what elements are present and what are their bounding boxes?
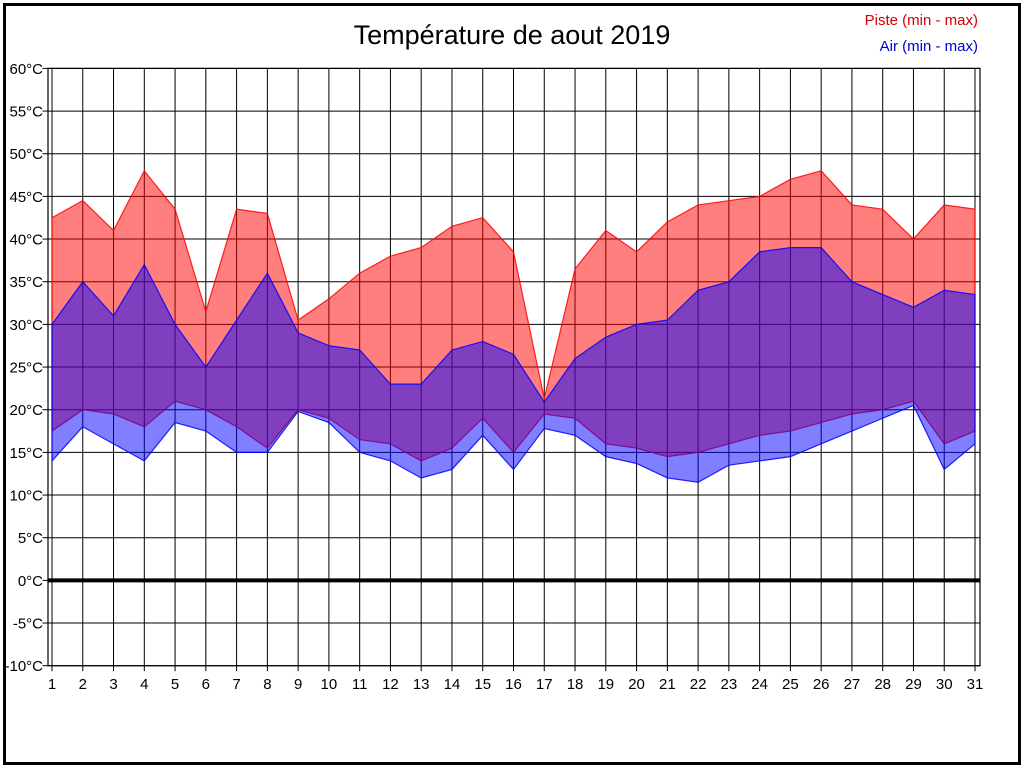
x-tick-label: 19	[597, 676, 614, 693]
x-tick-label: 10	[321, 676, 338, 693]
y-tick-label: 35°C	[9, 274, 43, 291]
y-tick-label: 55°C	[9, 104, 43, 121]
y-tick-label: 25°C	[9, 360, 43, 377]
legend-item-piste: Piste (min - max)	[864, 12, 978, 29]
x-tick-label: 27	[844, 676, 861, 693]
x-tick-label: 23	[721, 676, 738, 693]
x-tick-label: 12	[382, 676, 399, 693]
x-tick-label: 11	[352, 676, 368, 693]
y-tick-label: 50°C	[9, 146, 43, 163]
x-tick-label: 5	[171, 676, 179, 693]
x-tick-label: 13	[413, 676, 430, 693]
legend-item-air: Air (min - max)	[879, 38, 978, 55]
y-tick-label: 60°C	[9, 61, 43, 78]
x-tick-label: 1	[48, 676, 56, 693]
y-tick-label: 45°C	[9, 189, 43, 206]
x-tick-label: 29	[905, 676, 922, 693]
x-tick-label: 26	[813, 676, 830, 693]
x-tick-label: 31	[967, 676, 984, 693]
chart-legend: Piste (min - max) Air (min - max)	[865, 8, 978, 60]
x-tick-label: 20	[628, 676, 645, 693]
x-tick-label: 28	[874, 676, 891, 693]
x-tick-label: 24	[751, 676, 768, 693]
y-tick-label: -5°C	[13, 616, 43, 633]
y-tick-label: 5°C	[18, 530, 43, 547]
x-tick-label: 17	[536, 676, 553, 693]
x-tick-label: 25	[782, 676, 799, 693]
y-tick-label: 0°C	[18, 573, 43, 590]
x-tick-label: 9	[294, 676, 302, 693]
y-tick-label: 30°C	[9, 317, 43, 334]
x-tick-label: 3	[109, 676, 117, 693]
x-tick-label: 18	[567, 676, 584, 693]
x-tick-label: 30	[936, 676, 953, 693]
y-tick-label: -10°C	[4, 658, 43, 675]
x-tick-label: 14	[444, 676, 461, 693]
x-tick-label: 7	[232, 676, 240, 693]
y-tick-label: 10°C	[9, 488, 43, 505]
y-tick-label: 40°C	[9, 232, 43, 249]
x-tick-label: 15	[474, 676, 491, 693]
x-tick-label: 4	[140, 676, 148, 693]
air-minmax-band	[51, 246, 976, 483]
y-tick-label: 20°C	[9, 402, 43, 419]
x-tick-label: 22	[690, 676, 707, 693]
chart-title: Température de aout 2019	[353, 20, 671, 50]
x-tick-label: 16	[505, 676, 522, 693]
x-tick-label: 6	[202, 676, 210, 693]
y-tick-label: 15°C	[9, 445, 43, 462]
x-tick-label: 21	[659, 676, 676, 693]
x-tick-label: 2	[79, 676, 87, 693]
x-tick-label: 8	[263, 676, 271, 693]
